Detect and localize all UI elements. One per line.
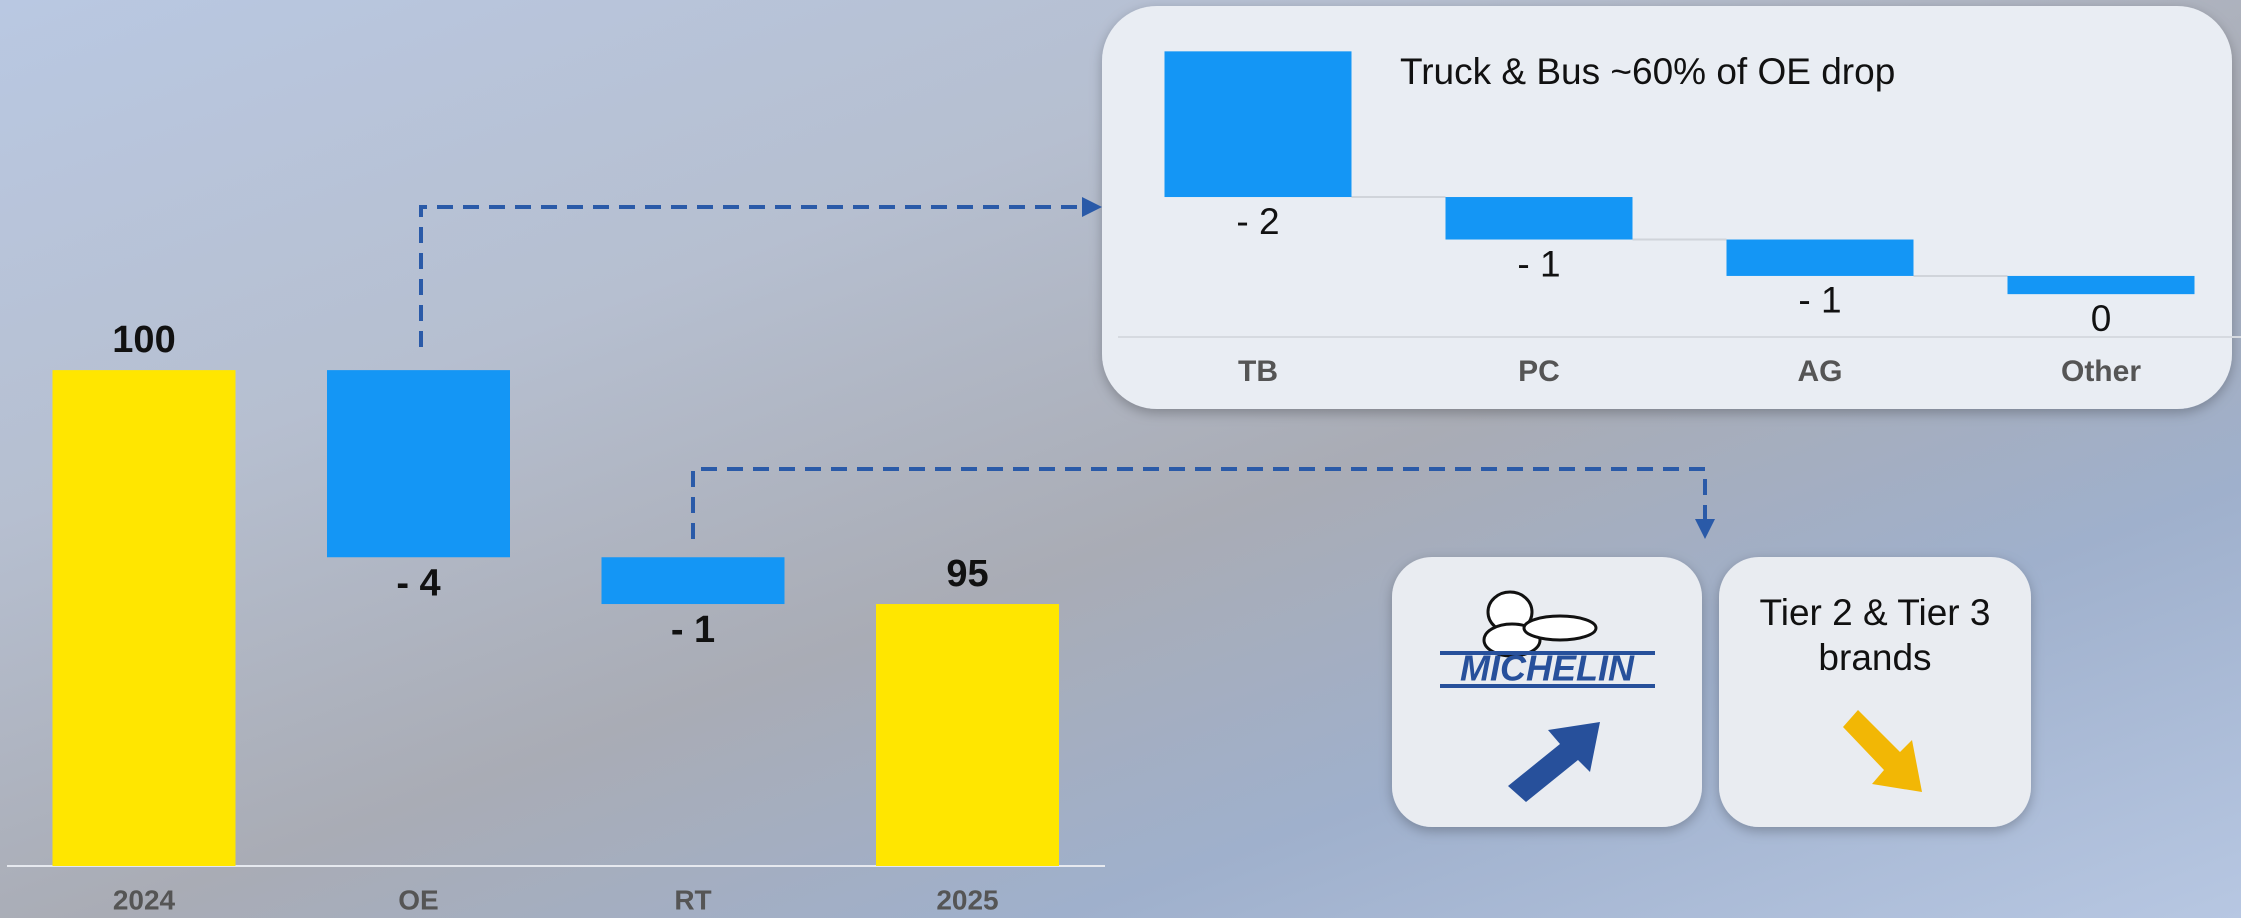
charts: 100 2024 - 4 OE - 1 RT 95 2025 Truck & Bus ~60% … (52, 51, 2195, 915)
bar (1164, 51, 1352, 198)
data-label: - 1 (1798, 280, 1841, 321)
bar (52, 370, 236, 866)
brand-text: Tier 2 & Tier 3 brands (1759, 592, 1991, 678)
category-label: 2025 (936, 884, 998, 915)
down-arrow-icon (1843, 710, 1922, 792)
inset-panel (1102, 6, 2232, 409)
data-label: - 2 (1236, 201, 1279, 242)
up-arrow-icon (1508, 722, 1600, 802)
category-label: OE (398, 884, 438, 915)
dashed-arrow (419, 197, 1102, 347)
data-label: - 1 (1517, 243, 1560, 284)
data-label: - 1 (671, 609, 715, 651)
chart-title: Truck & Bus ~60% of OE drop (1400, 51, 1895, 92)
bar (327, 370, 510, 558)
data-label: 100 (112, 319, 175, 361)
data-label: - 4 (396, 562, 440, 604)
category-label: RT (674, 884, 711, 915)
category-label: TB (1238, 355, 1278, 388)
dashed-arrow (691, 467, 1715, 539)
logo-text: MICHELIN (1460, 648, 1635, 689)
category-label: PC (1518, 355, 1560, 388)
bar (2007, 275, 2195, 295)
brand-card (1392, 557, 1702, 827)
category-label: 2024 (113, 884, 176, 915)
michelin-logo: MICHELIN (1440, 590, 1655, 689)
bar (1445, 197, 1633, 240)
data-label: 95 (946, 553, 988, 595)
category-label: AG (1798, 355, 1843, 388)
bar (1726, 239, 1914, 276)
category-label: Other (2061, 355, 2141, 388)
brand-card (1719, 557, 2031, 827)
data-label: 0 (2091, 298, 2112, 339)
bar (601, 557, 785, 605)
bar (876, 604, 1059, 866)
